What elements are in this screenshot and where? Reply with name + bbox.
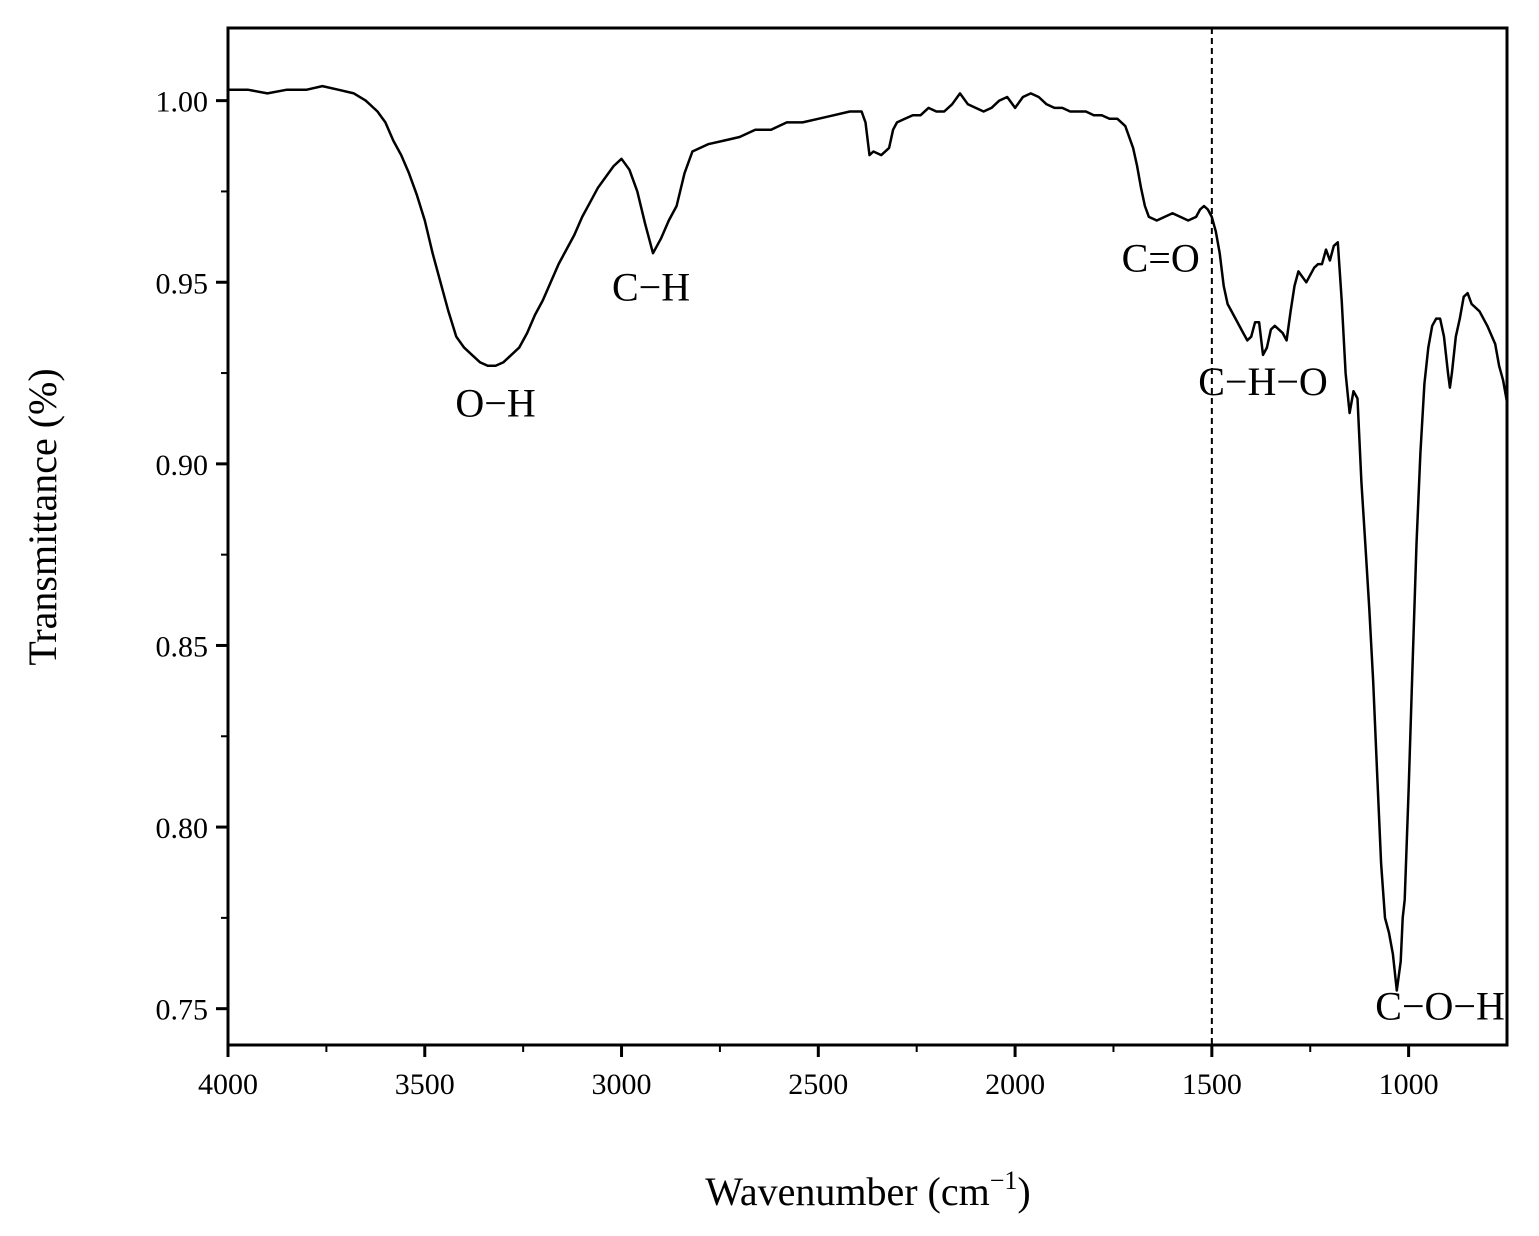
y-tick-label: 0.85 xyxy=(156,630,209,663)
y-tick-label: 0.95 xyxy=(156,267,209,300)
x-axis-title-end: ) xyxy=(1017,1169,1030,1214)
peak-annotation: O−H xyxy=(455,381,535,426)
y-tick-label: 1.00 xyxy=(156,86,209,119)
x-tick-label: 2000 xyxy=(985,1068,1045,1101)
x-tick-label: 1000 xyxy=(1379,1068,1439,1101)
plot-area: 4000 3500 3000 2500 2000 1500 1000 0.75 0.80 0.85… xyxy=(156,26,1509,1101)
y-tick-label: 0.90 xyxy=(156,449,209,482)
peak-annotation: C−H xyxy=(612,264,690,309)
y-axis-title: Transmittance (%) xyxy=(20,368,65,665)
x-axis-title: Wavenumber (cm−1) xyxy=(705,1166,1030,1214)
peak-annotation: C−O−H xyxy=(1375,984,1505,1029)
x-tick-label: 2500 xyxy=(788,1068,848,1101)
x-tick-label: 1500 xyxy=(1182,1068,1242,1101)
peak-annotation: C−H−O xyxy=(1198,359,1328,404)
x-tick-label: 4000 xyxy=(198,1068,258,1101)
spectrum-line xyxy=(228,84,1509,992)
x-tick-label: 3500 xyxy=(395,1068,455,1101)
y-tick-label: 0.80 xyxy=(156,812,209,845)
peak-annotation: C=O xyxy=(1122,235,1200,280)
x-axis-title-superscript: −1 xyxy=(990,1166,1018,1195)
y-tick-label: 0.75 xyxy=(156,994,209,1027)
x-tick-label: 3000 xyxy=(592,1068,652,1101)
plot-frame xyxy=(226,26,1509,1047)
x-axis-title-main: Wavenumber (cm xyxy=(705,1169,989,1214)
